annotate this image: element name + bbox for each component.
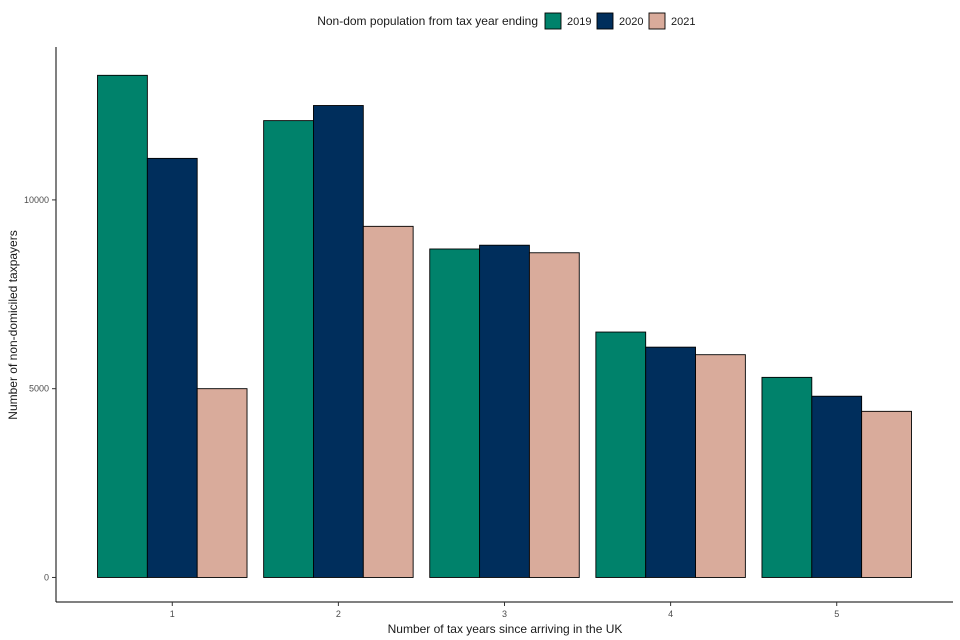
bar-5-2020 [811, 395, 863, 578]
legend-swatch-2020 [596, 12, 614, 30]
x-axis-title: Number of tax years since arriving in th… [388, 622, 623, 636]
y-axis-title: Number of non-domiciled taxpayers [6, 230, 20, 419]
bar-1-2019 [97, 74, 148, 578]
legend-label-2019: 2019 [567, 16, 591, 28]
legend-label-2021: 2021 [671, 16, 695, 28]
bar-1-2021 [196, 388, 248, 578]
bar-5-2019 [761, 376, 813, 578]
bar-5-2021 [861, 410, 912, 578]
bar-2-2019 [263, 120, 314, 578]
bar-4-2019 [595, 331, 647, 578]
x-tick-label: 3 [502, 609, 507, 619]
bar-2-2020 [313, 105, 364, 578]
legend-swatch-2019 [544, 12, 562, 30]
bar-1-2020 [146, 157, 198, 578]
y-tick-label: 10000 [24, 195, 49, 205]
bar-3-2019 [429, 248, 481, 578]
y-tick-label: 5000 [29, 384, 49, 394]
x-tick-label: 1 [170, 609, 175, 619]
bar-3-2021 [528, 252, 580, 578]
x-tick-label: 4 [668, 609, 673, 619]
x-tick-label: 5 [834, 609, 839, 619]
legend-title: Non-dom population from tax year ending [317, 14, 538, 28]
legend-swatch-2021 [648, 12, 666, 30]
legend: Non-dom population from tax year ending … [317, 12, 695, 30]
x-tick-label: 2 [336, 609, 341, 619]
bar-4-2020 [645, 346, 696, 578]
bar-4-2021 [695, 354, 746, 578]
y-tick-label: 0 [44, 572, 49, 582]
bar-2-2021 [362, 225, 414, 578]
plot-area: 0 5000 10000 1 2 3 4 5 [24, 47, 953, 619]
bar-3-2020 [479, 244, 530, 578]
legend-label-2020: 2020 [619, 16, 643, 28]
